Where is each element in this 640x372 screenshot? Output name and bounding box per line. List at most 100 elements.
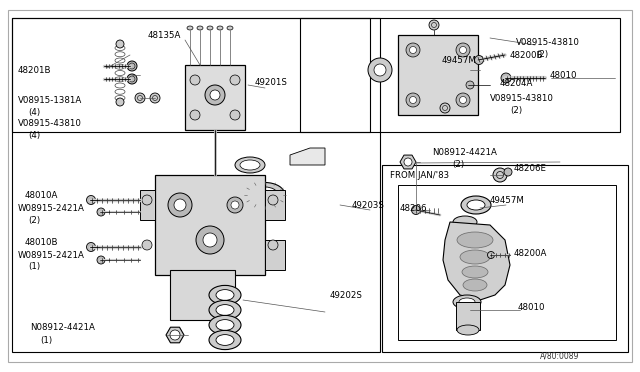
Circle shape <box>127 61 137 71</box>
Circle shape <box>488 251 495 259</box>
Bar <box>155 175 265 275</box>
Circle shape <box>504 168 512 176</box>
Ellipse shape <box>457 232 493 248</box>
Ellipse shape <box>216 289 234 301</box>
Bar <box>398 185 616 340</box>
Circle shape <box>429 20 439 30</box>
Text: N08912-4421A: N08912-4421A <box>30 324 95 333</box>
Circle shape <box>127 74 137 84</box>
Circle shape <box>410 96 417 103</box>
Text: (2): (2) <box>452 160 464 169</box>
Ellipse shape <box>252 187 278 203</box>
Circle shape <box>406 43 420 57</box>
Text: W08915-2421A: W08915-2421A <box>18 250 85 260</box>
Text: V08915-43810: V08915-43810 <box>490 93 554 103</box>
Polygon shape <box>443 222 510 300</box>
Ellipse shape <box>187 26 193 30</box>
Bar <box>382 165 628 352</box>
Bar <box>265 240 285 270</box>
Ellipse shape <box>209 301 241 320</box>
Polygon shape <box>400 155 416 169</box>
Circle shape <box>404 158 412 166</box>
Ellipse shape <box>462 266 488 278</box>
Bar <box>300 18 620 132</box>
Text: 48010A: 48010A <box>25 190 58 199</box>
Text: 48135A: 48135A <box>148 31 181 39</box>
Ellipse shape <box>459 298 475 306</box>
Circle shape <box>205 85 225 105</box>
Ellipse shape <box>227 26 233 30</box>
Circle shape <box>97 256 105 264</box>
Ellipse shape <box>457 325 479 335</box>
Text: V08915-43810: V08915-43810 <box>18 119 82 128</box>
Text: 48010: 48010 <box>518 304 545 312</box>
Text: (2): (2) <box>28 215 40 224</box>
Circle shape <box>116 98 124 106</box>
Text: 48200B: 48200B <box>510 51 543 60</box>
Circle shape <box>501 73 511 83</box>
Ellipse shape <box>240 160 260 170</box>
Ellipse shape <box>245 183 285 208</box>
Text: 49457M: 49457M <box>490 196 525 205</box>
Circle shape <box>142 240 152 250</box>
Ellipse shape <box>216 320 234 330</box>
Ellipse shape <box>209 330 241 350</box>
Polygon shape <box>290 148 325 165</box>
Bar <box>185 65 245 130</box>
Text: A/80:0089: A/80:0089 <box>540 352 579 360</box>
Circle shape <box>190 75 200 85</box>
Text: 49202S: 49202S <box>330 291 363 299</box>
Ellipse shape <box>461 196 491 214</box>
Bar <box>456 302 480 330</box>
Text: 48206: 48206 <box>400 203 428 212</box>
Text: (1): (1) <box>28 263 40 272</box>
Circle shape <box>460 46 467 54</box>
Text: (2): (2) <box>536 49 548 58</box>
Polygon shape <box>166 327 184 343</box>
Text: 48010: 48010 <box>550 71 577 80</box>
Circle shape <box>210 90 220 100</box>
Text: V08915-1381A: V08915-1381A <box>18 96 83 105</box>
Ellipse shape <box>463 279 487 291</box>
Text: (4): (4) <box>28 131 40 140</box>
Circle shape <box>150 93 160 103</box>
Circle shape <box>456 93 470 107</box>
Text: (1): (1) <box>40 336 52 344</box>
Text: V08915-43810: V08915-43810 <box>516 38 580 46</box>
Circle shape <box>227 197 243 213</box>
Bar <box>12 18 370 132</box>
Circle shape <box>493 168 507 182</box>
Circle shape <box>86 196 95 205</box>
Ellipse shape <box>209 315 241 334</box>
Text: 48201B: 48201B <box>18 65 51 74</box>
Bar <box>140 190 155 220</box>
Circle shape <box>406 93 420 107</box>
Text: 49201S: 49201S <box>255 77 288 87</box>
Circle shape <box>196 226 224 254</box>
Text: 49457M: 49457M <box>442 55 477 64</box>
Ellipse shape <box>197 26 203 30</box>
Circle shape <box>116 40 124 48</box>
Bar <box>265 190 285 220</box>
Circle shape <box>440 103 450 113</box>
Text: 48206E: 48206E <box>514 164 547 173</box>
Ellipse shape <box>453 216 477 228</box>
Text: W08915-2421A: W08915-2421A <box>18 203 85 212</box>
Text: N08912-4421A: N08912-4421A <box>432 148 497 157</box>
Circle shape <box>168 193 192 217</box>
Circle shape <box>230 75 240 85</box>
Circle shape <box>410 46 417 54</box>
Text: (2): (2) <box>510 106 522 115</box>
Text: 49203S: 49203S <box>352 201 385 209</box>
Circle shape <box>190 110 200 120</box>
Circle shape <box>203 233 217 247</box>
Ellipse shape <box>460 250 490 264</box>
Text: 48010B: 48010B <box>25 237 58 247</box>
Circle shape <box>368 58 392 82</box>
Ellipse shape <box>207 26 213 30</box>
Circle shape <box>230 110 240 120</box>
Circle shape <box>268 195 278 205</box>
Ellipse shape <box>235 157 265 173</box>
Circle shape <box>474 55 483 64</box>
Bar <box>398 35 478 115</box>
